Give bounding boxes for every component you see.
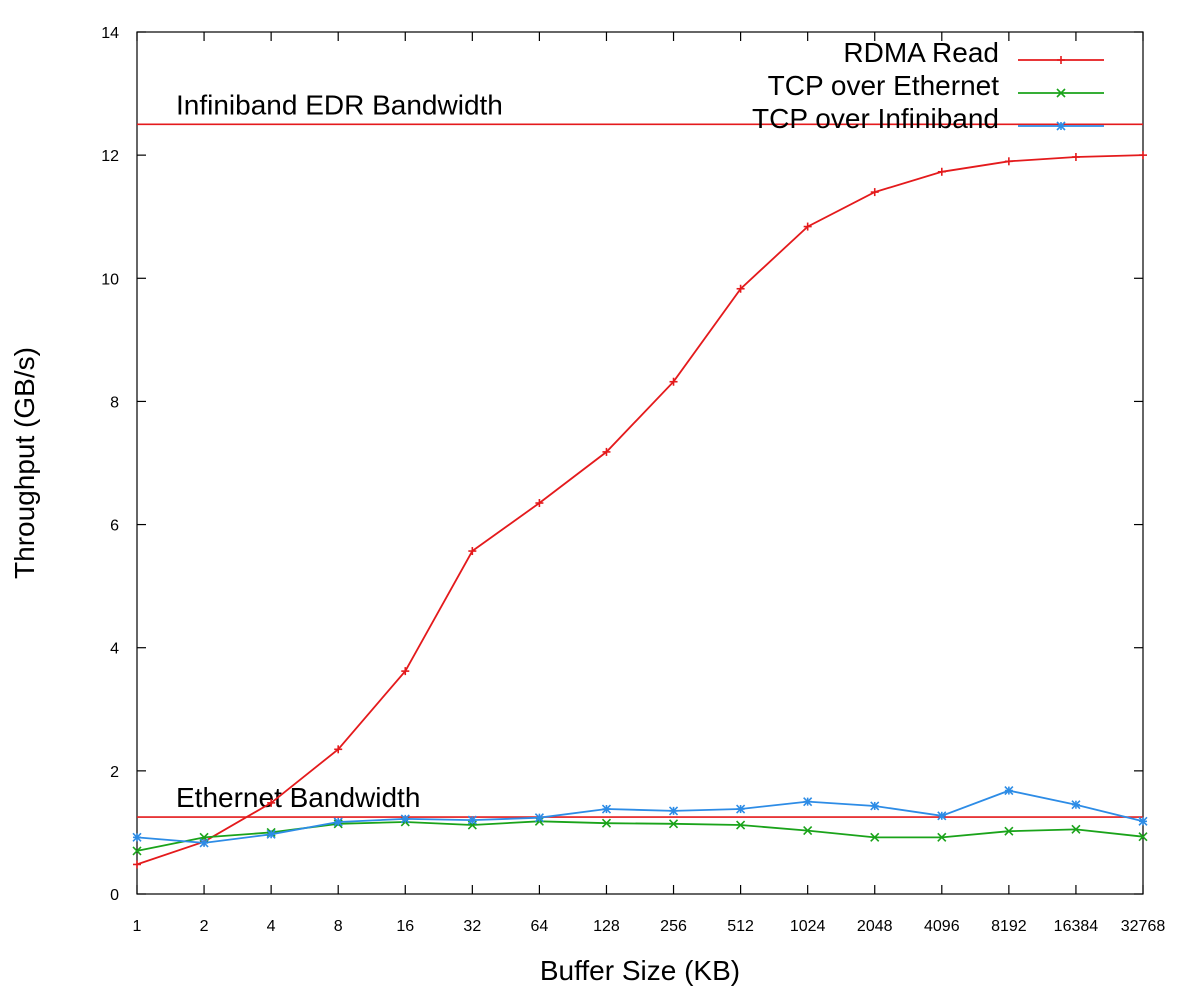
x-tick-label: 512 bbox=[727, 918, 754, 935]
series-point bbox=[400, 814, 410, 824]
series-point bbox=[1138, 832, 1148, 842]
y-tick-label: 14 bbox=[101, 25, 119, 42]
x-tick-label: 2 bbox=[200, 918, 209, 935]
ref-line-label-0: Infiniband EDR Bandwidth bbox=[176, 89, 503, 120]
ref-line-label-1: Ethernet Bandwidth bbox=[176, 782, 420, 813]
legend-label-2: TCP over Infiniband bbox=[752, 103, 999, 134]
legend-marker bbox=[1057, 56, 1065, 64]
series-point bbox=[1004, 157, 1013, 166]
series-line-2 bbox=[136, 789, 1144, 844]
series-point bbox=[1138, 816, 1148, 826]
legend-label-0: RDMA Read bbox=[843, 37, 999, 68]
x-tick-label: 4096 bbox=[924, 918, 960, 935]
series-point bbox=[334, 745, 343, 754]
series-point bbox=[669, 377, 678, 386]
series-point bbox=[668, 819, 679, 829]
series-2 bbox=[132, 785, 1148, 848]
series-line-0 bbox=[136, 154, 1144, 866]
x-axis: 1 2 4 8 16 32 64 128 256 512 1024 2048 4096 8192 16384… bbox=[133, 32, 1166, 935]
y-tick-label: 4 bbox=[110, 641, 119, 658]
series-point bbox=[601, 818, 612, 828]
x-tick-label: 1024 bbox=[790, 918, 826, 935]
series-point bbox=[803, 797, 813, 807]
series-line-1 bbox=[136, 820, 1144, 852]
series-point bbox=[401, 667, 410, 676]
series-point bbox=[937, 832, 947, 842]
x-tick-label: 16384 bbox=[1054, 918, 1099, 935]
x-tick-label: 16 bbox=[396, 918, 414, 935]
series-point bbox=[133, 860, 141, 869]
series-point bbox=[1071, 800, 1081, 810]
y-tick-label: 2 bbox=[110, 764, 119, 781]
series-point bbox=[199, 838, 209, 848]
series-point bbox=[266, 829, 276, 839]
series-point bbox=[267, 798, 276, 807]
x-tick-label: 32 bbox=[463, 918, 481, 935]
y-tick-label: 0 bbox=[110, 887, 119, 904]
x-tick-label: 128 bbox=[593, 918, 620, 935]
series-point bbox=[468, 547, 477, 556]
series-point bbox=[132, 846, 142, 856]
x-tick-label: 32768 bbox=[1121, 918, 1166, 935]
series-point bbox=[870, 801, 880, 811]
y-tick-label: 6 bbox=[110, 518, 119, 535]
series-point bbox=[1139, 151, 1147, 160]
legend-label-1: TCP over Ethernet bbox=[768, 70, 1000, 101]
x-tick-label: 8192 bbox=[991, 918, 1027, 935]
series-point bbox=[736, 820, 746, 830]
y-tick-label: 12 bbox=[101, 148, 119, 165]
series-0 bbox=[133, 151, 1147, 869]
series-point bbox=[333, 817, 343, 827]
series-point bbox=[601, 804, 612, 814]
series-layer bbox=[132, 151, 1148, 869]
x-tick-label: 64 bbox=[531, 918, 549, 935]
x-tick-label: 2048 bbox=[857, 918, 893, 935]
series-point bbox=[132, 832, 142, 842]
x-axis-title: Buffer Size (KB) bbox=[540, 955, 740, 986]
series-point bbox=[803, 826, 813, 836]
y-axis-title: Throughput (GB/s) bbox=[9, 347, 40, 579]
series-point bbox=[668, 806, 679, 816]
legend-marker bbox=[1056, 88, 1066, 98]
series-point bbox=[1004, 826, 1014, 836]
series-point bbox=[870, 188, 879, 197]
series-point bbox=[535, 499, 544, 508]
series-point bbox=[736, 284, 745, 293]
x-tick-label: 1 bbox=[133, 918, 142, 935]
series-point bbox=[1004, 785, 1014, 796]
y-tick-label: 8 bbox=[110, 394, 119, 411]
series-point bbox=[937, 167, 946, 176]
legend-marker bbox=[1056, 121, 1066, 131]
series-point bbox=[870, 832, 880, 842]
series-1 bbox=[132, 816, 1148, 856]
y-tick-label: 10 bbox=[101, 271, 119, 288]
reference-lines: Infiniband EDR Bandwidth Ethernet Bandwid… bbox=[137, 89, 1143, 818]
plot-frame bbox=[136, 31, 1144, 895]
series-point bbox=[937, 811, 947, 821]
x-tick-label: 8 bbox=[334, 918, 343, 935]
series-point bbox=[1071, 152, 1080, 161]
x-tick-label: 256 bbox=[660, 918, 687, 935]
series-point bbox=[602, 447, 611, 456]
y-axis: 0 2 4 6 8 10 12 14 bbox=[101, 25, 1143, 904]
series-point bbox=[467, 815, 477, 825]
series-point bbox=[736, 804, 746, 814]
x-tick-label: 4 bbox=[267, 918, 276, 935]
series-point bbox=[803, 222, 812, 231]
series-point bbox=[1071, 824, 1081, 834]
series-point bbox=[534, 813, 544, 823]
